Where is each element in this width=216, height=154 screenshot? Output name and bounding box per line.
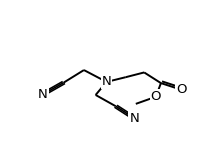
Text: N: N (102, 75, 111, 88)
Text: N: N (38, 88, 48, 101)
Text: O: O (151, 90, 161, 103)
Text: N: N (129, 112, 139, 125)
Text: O: O (176, 83, 186, 96)
